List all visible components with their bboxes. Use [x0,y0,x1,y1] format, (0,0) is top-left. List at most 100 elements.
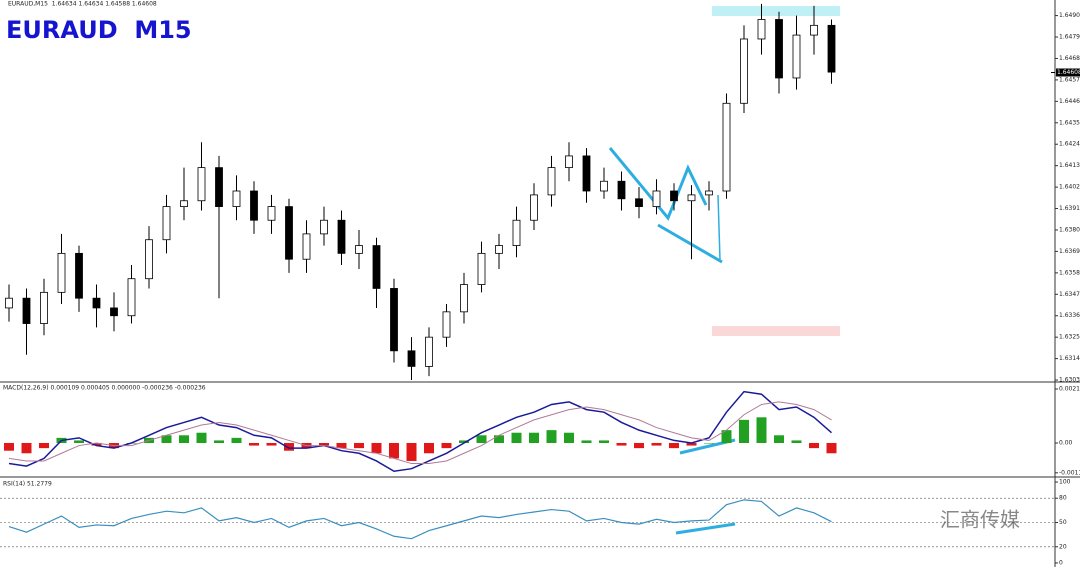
candle-body [232,190,241,207]
candle-body [722,102,731,192]
y-tick-label: 1.63800 [1059,226,1080,233]
y-tick-label: 1.64240 [1059,141,1080,148]
rsi-line [8,499,832,540]
histogram-bar [371,442,382,454]
y-tick-label: 1.64570 [1059,76,1080,83]
y-tick-label: 1.64350 [1059,119,1080,126]
candle-body [565,155,573,169]
spike-line [717,194,721,261]
candle-body [355,245,363,254]
histogram-bar [616,442,627,446]
candle-body [582,155,591,192]
y-tick-label: 1.64680 [1059,55,1080,62]
candle-body [180,200,188,207]
histogram-bar [459,440,469,443]
y-tick-label: 1.64900 [1059,12,1080,19]
y-tick-label: 0.002102 [1059,386,1080,393]
candle-body [267,206,276,221]
candle-body [390,288,398,352]
candle-body [495,245,503,254]
macd-title: MACD(12,26,9) 0.000109 0.000405 0.000000… [3,385,206,392]
y-tick-label: 100 [1059,479,1071,486]
candle-body [197,167,206,202]
last-price-box [1056,68,1080,77]
candle-body [477,252,486,285]
y-tick-label: 1.63030 [1059,377,1080,384]
histogram-bar [39,442,49,449]
candle-body [337,219,346,254]
histogram-bar [529,432,539,443]
last-price-label: 1.64608 [1057,69,1080,76]
rsi-divergence [675,522,736,535]
candle-body [740,38,748,104]
candle-body [460,284,468,313]
candle-body [757,19,766,40]
watermark: 汇商传媒 [940,508,1020,532]
y-tick-label: 1.63140 [1059,355,1080,362]
candle-body [215,167,223,207]
y-tick-label: 1.63910 [1059,205,1080,212]
candle-body [600,180,608,192]
y-tick-label: 1.64460 [1059,98,1080,105]
histogram-bar [74,440,84,443]
candle-body [810,24,818,36]
candle-body [92,297,101,309]
histogram-bar [249,442,259,446]
candle-body [652,190,661,207]
y-tick-label: -0.001161 [1059,469,1080,476]
chart-title: EURAUD M15 [6,16,192,44]
candle-body [635,198,643,207]
candle-body [320,219,328,235]
histogram-bar [214,440,224,443]
histogram-bar [791,440,802,443]
histogram-bar [826,442,837,454]
histogram-bar [651,442,662,446]
macd-line [8,401,832,465]
y-tick-label: 0 [1059,559,1063,566]
candle-body [145,239,153,280]
histogram-bar [774,435,784,443]
trend-line [657,223,723,264]
candle-body [162,206,171,241]
target-zone [712,6,840,16]
macd-line [8,390,832,473]
candle-body [285,206,293,260]
y-tick-label: 1.63580 [1059,269,1080,276]
candle-body [442,311,451,338]
histogram-bar [634,442,644,449]
y-tick-label: 1.64790 [1059,34,1080,41]
y-tick-label: 1.64130 [1059,162,1080,169]
histogram-bar [564,432,574,443]
candle-body [302,233,311,260]
histogram-bar [739,419,749,443]
histogram-bar [266,442,277,446]
histogram-bar [336,442,347,449]
histogram-bar [669,442,679,449]
candle-body [250,190,258,221]
histogram-bar [809,442,819,449]
histogram-bar [424,442,434,454]
histogram-bar [231,437,242,443]
candle-body [22,297,31,324]
candle-body [687,194,696,202]
histogram-bar [179,435,189,443]
candle-body [75,252,83,299]
pattern-lines [608,147,736,535]
histogram-bar [704,442,714,444]
histogram-bar [319,442,329,446]
candle-body [547,167,556,196]
histogram-bar [284,442,294,451]
histogram-bar [511,432,522,443]
candle-body [827,24,836,73]
candle-body [57,252,66,293]
histogram-bar [494,435,504,443]
histogram-bar [476,435,487,443]
candle-body [40,291,48,324]
candle-body [670,190,678,202]
y-tick-label: 1.63360 [1059,312,1080,319]
y-tick-label: 80 [1059,495,1067,502]
candle-body [5,297,13,309]
y-tick-label: 0.00 [1059,439,1073,446]
